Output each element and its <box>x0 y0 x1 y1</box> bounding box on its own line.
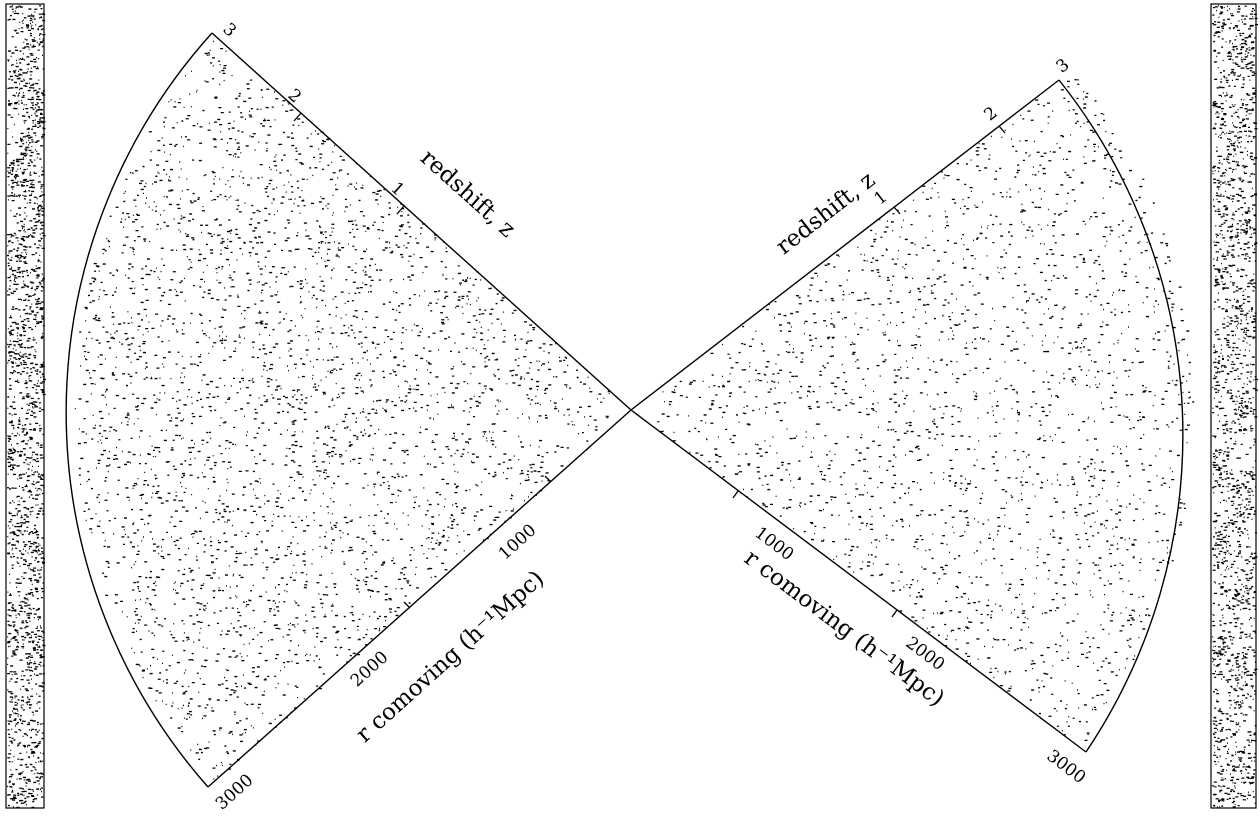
left-z-tick-1: 1 <box>387 178 408 200</box>
left-cone: 1 2 3 redshift, z 1000 2000 3000 r comov… <box>65 19 632 814</box>
left-density-strip <box>5 3 46 809</box>
right-density-strip <box>1210 3 1258 809</box>
left-cone-galaxies <box>74 40 610 780</box>
right-cone-galaxies <box>657 79 1195 742</box>
galaxy-points <box>74 40 610 780</box>
right-z-tick-mark <box>893 206 901 215</box>
left-r-tick-1000: 1000 <box>495 520 541 564</box>
right-z-tick-mark <box>998 125 1006 134</box>
left-outer-arc <box>65 32 213 788</box>
right-r-tick-3000: 3000 <box>1043 746 1090 788</box>
right-redshift-axis-line <box>630 79 1060 411</box>
right-z-tick-3: 3 <box>1052 55 1073 77</box>
left-z-tick-2: 2 <box>284 85 305 107</box>
right-distance-axis-line <box>630 409 1087 753</box>
right-z-tick-2: 2 <box>980 103 1001 125</box>
right-r-tick-mark <box>891 609 898 618</box>
left-r-tick-mark <box>403 601 411 609</box>
right-r-tick-mark <box>732 490 739 499</box>
right-cone: 1 2 3 redshift, z 1000 2000 3000 r comov… <box>630 55 1195 788</box>
left-z-tick-3: 3 <box>219 19 240 41</box>
left-z-tick-mark <box>396 205 405 215</box>
right-redshift-axis-title: redshift, z <box>771 167 880 260</box>
left-redshift-axis-title: redshift, z <box>415 145 520 243</box>
left-z-tick-mark <box>293 112 302 122</box>
left-r-tick-mark <box>544 475 552 483</box>
galaxy-points <box>657 79 1195 742</box>
right-outer-arc <box>1058 79 1184 753</box>
left-distance-axis-line <box>207 409 632 788</box>
left-redshift-axis-line <box>211 32 632 411</box>
